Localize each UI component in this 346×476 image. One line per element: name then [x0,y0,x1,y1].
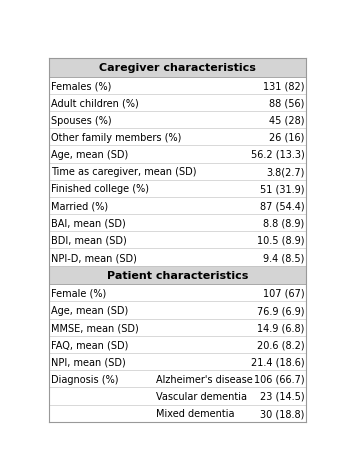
Text: 56.2 (13.3): 56.2 (13.3) [251,149,305,159]
Text: Married (%): Married (%) [51,201,108,211]
Text: Diagnosis (%): Diagnosis (%) [51,374,119,384]
Text: Female (%): Female (%) [51,288,107,298]
Text: Females (%): Females (%) [51,81,112,91]
Text: Other family members (%): Other family members (%) [51,132,182,142]
Bar [48,163,306,180]
Text: Age, mean (SD): Age, mean (SD) [51,149,129,159]
Bar [48,59,306,78]
Text: 87 (54.4): 87 (54.4) [260,201,305,211]
Bar [48,319,306,336]
Text: 76.9 (6.9): 76.9 (6.9) [257,306,305,316]
Bar [48,180,306,198]
Text: 45 (28): 45 (28) [269,115,305,125]
Bar [48,266,306,285]
Text: BAI, mean (SD): BAI, mean (SD) [51,218,126,228]
Text: 20.6 (8.2): 20.6 (8.2) [257,340,305,350]
Bar [48,146,306,163]
Bar [48,249,306,266]
Text: Caregiver characteristics: Caregiver characteristics [99,63,256,73]
Bar [48,387,306,405]
Text: Finished college (%): Finished college (%) [51,184,149,194]
Bar [48,112,306,129]
Text: Mixed dementia: Mixed dementia [156,408,234,418]
Bar [48,302,306,319]
Text: BDI, mean (SD): BDI, mean (SD) [51,236,127,245]
Text: 106 (66.7): 106 (66.7) [254,374,305,384]
Text: 30 (18.8): 30 (18.8) [260,408,305,418]
Bar [48,198,306,215]
Text: NPI, mean (SD): NPI, mean (SD) [51,357,126,367]
Text: 107 (67): 107 (67) [263,288,305,298]
Text: Spouses (%): Spouses (%) [51,115,112,125]
Text: MMSE, mean (SD): MMSE, mean (SD) [51,323,139,333]
Text: Adult children (%): Adult children (%) [51,98,139,108]
Bar [48,285,306,302]
Text: 8.8 (8.9): 8.8 (8.9) [263,218,305,228]
Text: NPI-D, mean (SD): NPI-D, mean (SD) [51,253,137,262]
Bar [48,78,306,95]
Text: Age, mean (SD): Age, mean (SD) [51,306,129,316]
Bar [48,405,306,422]
Text: 14.9 (6.8): 14.9 (6.8) [257,323,305,333]
Text: Time as caregiver, mean (SD): Time as caregiver, mean (SD) [51,167,197,177]
Text: Alzheimer's disease: Alzheimer's disease [156,374,253,384]
Text: 9.4 (8.5): 9.4 (8.5) [263,253,305,262]
Text: Vascular dementia: Vascular dementia [156,391,247,401]
Bar [48,370,306,387]
Text: 51 (31.9): 51 (31.9) [260,184,305,194]
Text: 88 (56): 88 (56) [269,98,305,108]
Text: 3.8(2.7): 3.8(2.7) [266,167,305,177]
Text: Patient characteristics: Patient characteristics [107,270,248,280]
Bar [48,336,306,353]
Bar [48,129,306,146]
Bar [48,353,306,370]
Bar [48,215,306,232]
Text: 26 (16): 26 (16) [269,132,305,142]
Text: FAQ, mean (SD): FAQ, mean (SD) [51,340,129,350]
Bar [48,232,306,249]
Text: 21.4 (18.6): 21.4 (18.6) [251,357,305,367]
Text: 10.5 (8.9): 10.5 (8.9) [257,236,305,245]
Text: 131 (82): 131 (82) [263,81,305,91]
Bar [48,95,306,112]
Text: 23 (14.5): 23 (14.5) [260,391,305,401]
